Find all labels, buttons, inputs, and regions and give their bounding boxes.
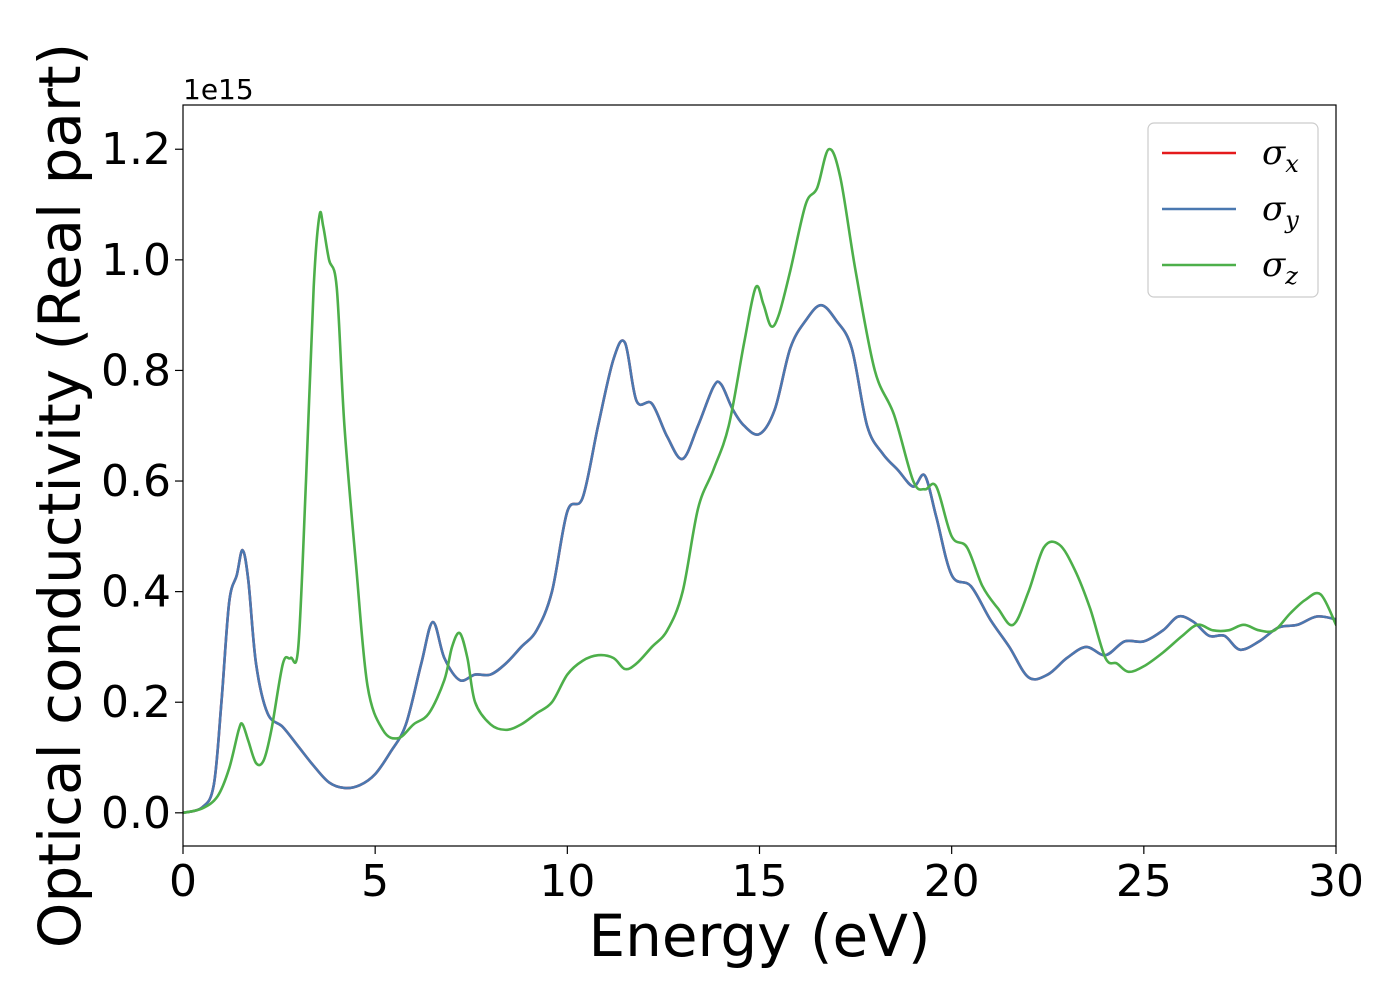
y-tick-label: 0.2 (101, 677, 171, 728)
x-tick-label: 15 (732, 856, 788, 907)
plot-lines (183, 147, 1336, 815)
legend-label-z: σz (1262, 245, 1298, 290)
series-line-z (183, 147, 1336, 815)
x-tick-label: 10 (539, 856, 595, 907)
x-tick-label: 20 (924, 856, 980, 907)
y-tick-label: 1.0 (101, 235, 171, 286)
x-tick-label: 30 (1308, 856, 1364, 907)
x-tick-label: 0 (169, 856, 197, 907)
y-tick-label: 0.0 (101, 788, 171, 839)
x-tick-label: 5 (361, 856, 389, 907)
y-offset-text: 1e15 (183, 73, 254, 106)
x-tick-label: 25 (1116, 856, 1172, 907)
x-axis-title: Energy (eV) (588, 902, 930, 970)
y-tick-label: 0.8 (101, 345, 171, 396)
y-tick-label: 0.6 (101, 456, 171, 507)
y-axis: 0.0 0.2 0.4 0.6 0.8 1.0 1.2 (101, 124, 183, 839)
y-axis-title: Optical conductivity (Real part) (26, 43, 94, 948)
x-axis: 0 5 10 15 20 25 30 (169, 846, 1364, 907)
y-tick-label: 0.4 (101, 567, 171, 618)
y-tick-label: 1.2 (101, 124, 171, 175)
